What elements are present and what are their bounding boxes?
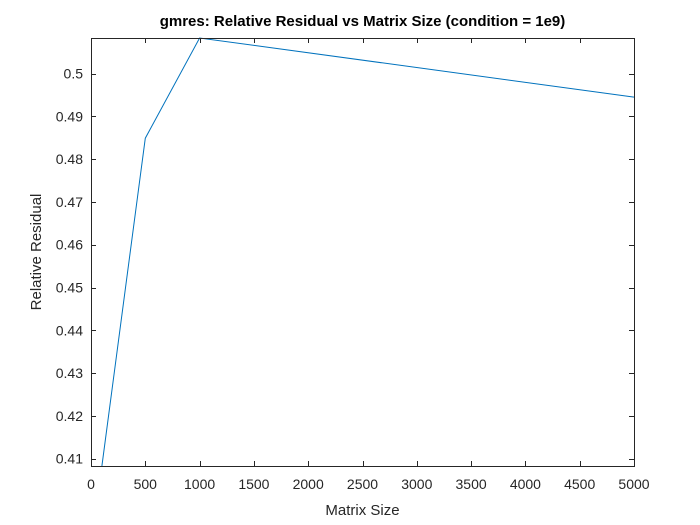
y-tick-label: 0.43 — [56, 365, 83, 381]
x-tick-label: 1000 — [184, 476, 215, 492]
y-tick-label: 0.46 — [56, 237, 83, 253]
x-axis-label: Matrix Size — [325, 502, 399, 519]
x-tick-label: 3500 — [456, 476, 487, 492]
x-tick-label: 2500 — [347, 476, 378, 492]
x-tick-label: 3000 — [401, 476, 432, 492]
y-tick-label: 0.47 — [56, 194, 83, 210]
y-tick-label: 0.42 — [56, 408, 83, 424]
series-layer — [101, 37, 635, 467]
y-tick-label: 0.49 — [56, 108, 83, 124]
x-tick-label: 0 — [87, 476, 95, 492]
x-tick-label: 2000 — [293, 476, 324, 492]
series-line — [101, 37, 635, 467]
x-tick-label: 4500 — [564, 476, 595, 492]
x-tick-label: 4000 — [510, 476, 541, 492]
y-tick-label: 0.44 — [56, 322, 83, 338]
y-axis-label: Relative Residual — [28, 194, 45, 311]
y-tick-label: 0.5 — [64, 66, 84, 82]
tick-labels: 0 500 1000 1500 2000 2500 3000 3500 4000 4500 5000… — [56, 66, 650, 492]
plot-area — [91, 38, 634, 466]
y-tick-label: 0.45 — [56, 280, 83, 296]
x-tick-label: 500 — [134, 476, 158, 492]
x-tick-label: 1500 — [238, 476, 269, 492]
y-tick-label: 0.48 — [56, 151, 83, 167]
chart-title: gmres: Relative Residual vs Matrix Size … — [160, 13, 566, 30]
x-tick-label: 5000 — [618, 476, 649, 492]
axes-box — [91, 38, 635, 467]
y-tick-label: 0.41 — [56, 451, 83, 467]
